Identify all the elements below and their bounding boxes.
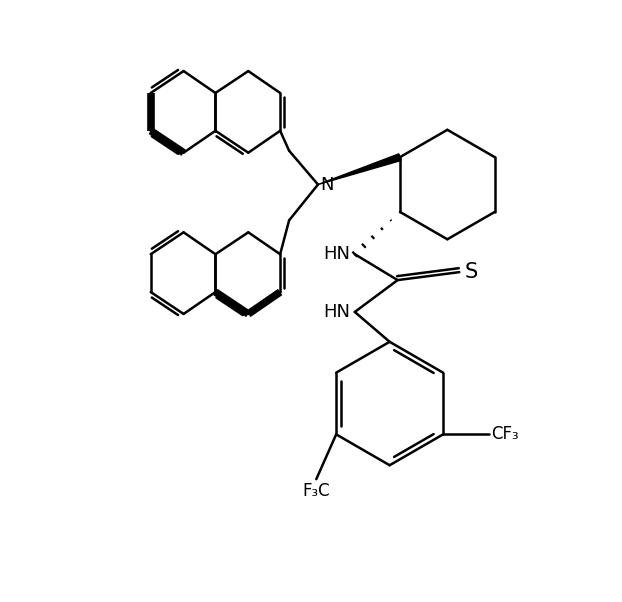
Text: CF₃: CF₃ (491, 426, 519, 444)
Text: HN: HN (323, 245, 350, 263)
Text: S: S (464, 262, 478, 282)
Text: HN: HN (323, 303, 350, 321)
Text: F₃C: F₃C (302, 482, 330, 500)
Polygon shape (318, 154, 401, 185)
Text: N: N (320, 176, 333, 193)
